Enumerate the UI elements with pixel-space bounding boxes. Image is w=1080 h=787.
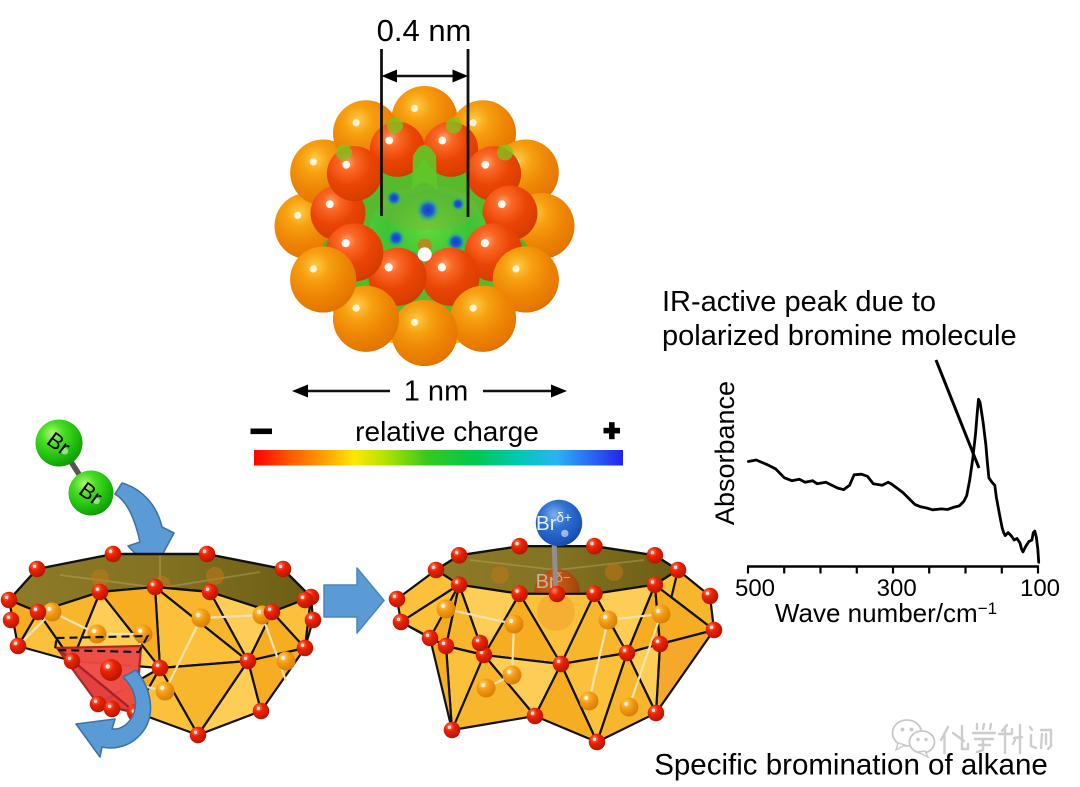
svg-text:100: 100 xyxy=(1020,575,1060,602)
svg-text:Specific bromination of alkane: Specific bromination of alkane xyxy=(654,749,1048,782)
svg-text:Absorbance: Absorbance xyxy=(710,381,740,525)
svg-text:relative charge: relative charge xyxy=(355,416,539,447)
svg-text:IR-active peak due to: IR-active peak due to xyxy=(662,286,936,318)
svg-text:polarized bromine molecule: polarized bromine molecule xyxy=(662,320,1017,352)
svg-text:500: 500 xyxy=(735,575,775,602)
svg-text:300: 300 xyxy=(877,575,917,602)
svg-text:Wave number/cm−1: Wave number/cm−1 xyxy=(775,598,997,628)
svg-text:1 nm: 1 nm xyxy=(404,376,468,408)
svg-text:0.4 nm: 0.4 nm xyxy=(377,13,472,48)
